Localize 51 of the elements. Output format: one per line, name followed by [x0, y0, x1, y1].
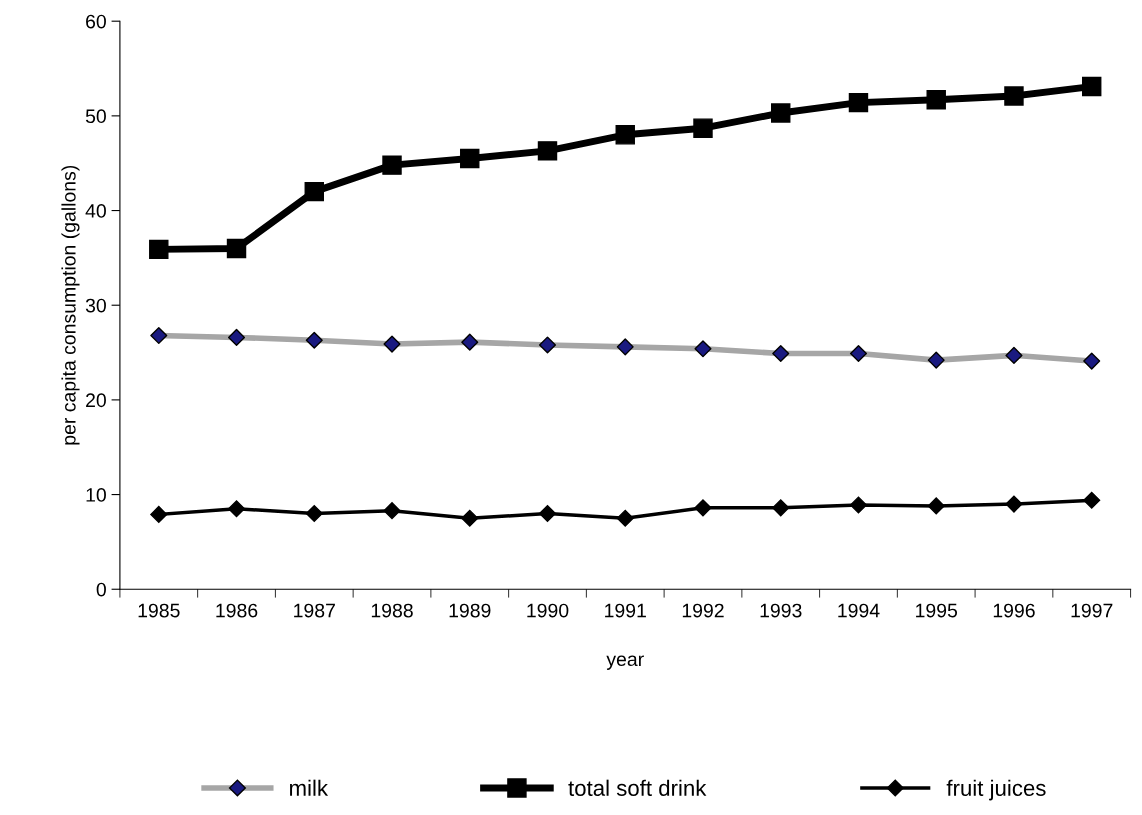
point — [304, 181, 324, 202]
x-tick-label: 1991 — [605, 603, 646, 618]
x-tick-label: 1988 — [371, 603, 413, 618]
point — [771, 103, 791, 123]
point — [305, 504, 323, 523]
point — [615, 125, 635, 145]
y-tick-label: 20 — [86, 393, 106, 408]
point — [461, 509, 479, 527]
legend-label: fruit juices — [946, 779, 1046, 801]
x-tick-label: 1995 — [916, 603, 958, 618]
point — [694, 499, 712, 517]
x-tick-label: 1987 — [294, 603, 335, 618]
point — [538, 504, 557, 523]
x-axis-title: year — [606, 655, 644, 670]
point — [537, 141, 558, 161]
x-tick-label: 1993 — [760, 603, 802, 618]
y-tick-label: 30 — [85, 298, 106, 313]
x-tick-label: 1986 — [216, 603, 258, 618]
point — [382, 155, 402, 175]
point — [926, 90, 946, 110]
point — [1083, 491, 1101, 509]
point — [226, 238, 247, 259]
point — [150, 505, 168, 524]
x-tick-label: 1992 — [682, 603, 724, 618]
y-tick-label: 60 — [86, 14, 106, 29]
y-tick-label: 50 — [85, 109, 106, 124]
x-tick-label: 1997 — [1071, 603, 1113, 618]
point — [849, 496, 868, 514]
point — [460, 148, 480, 169]
point — [149, 239, 169, 260]
point — [927, 497, 945, 515]
y-axis-title: per capita consumption (gallons) — [61, 165, 80, 445]
y-tick-label: 0 — [96, 582, 106, 597]
x-tick-label: 1990 — [527, 603, 569, 618]
y-tick-label: 10 — [86, 488, 106, 502]
point — [227, 500, 246, 518]
point — [1005, 495, 1023, 513]
x-tick-label: 1996 — [993, 603, 1035, 618]
legend-label: total soft drink — [568, 779, 707, 796]
point — [616, 509, 634, 527]
point — [1081, 76, 1102, 97]
point — [772, 499, 790, 517]
x-tick-label: 1985 — [138, 603, 180, 618]
point — [383, 502, 401, 520]
y-tick-label: 40 — [85, 204, 106, 218]
point — [1004, 86, 1024, 106]
legend-label: milk — [290, 779, 329, 796]
x-tick-label: 1989 — [449, 603, 491, 618]
x-tick-label: 1994 — [838, 603, 880, 618]
point — [693, 118, 713, 138]
point — [848, 92, 869, 113]
